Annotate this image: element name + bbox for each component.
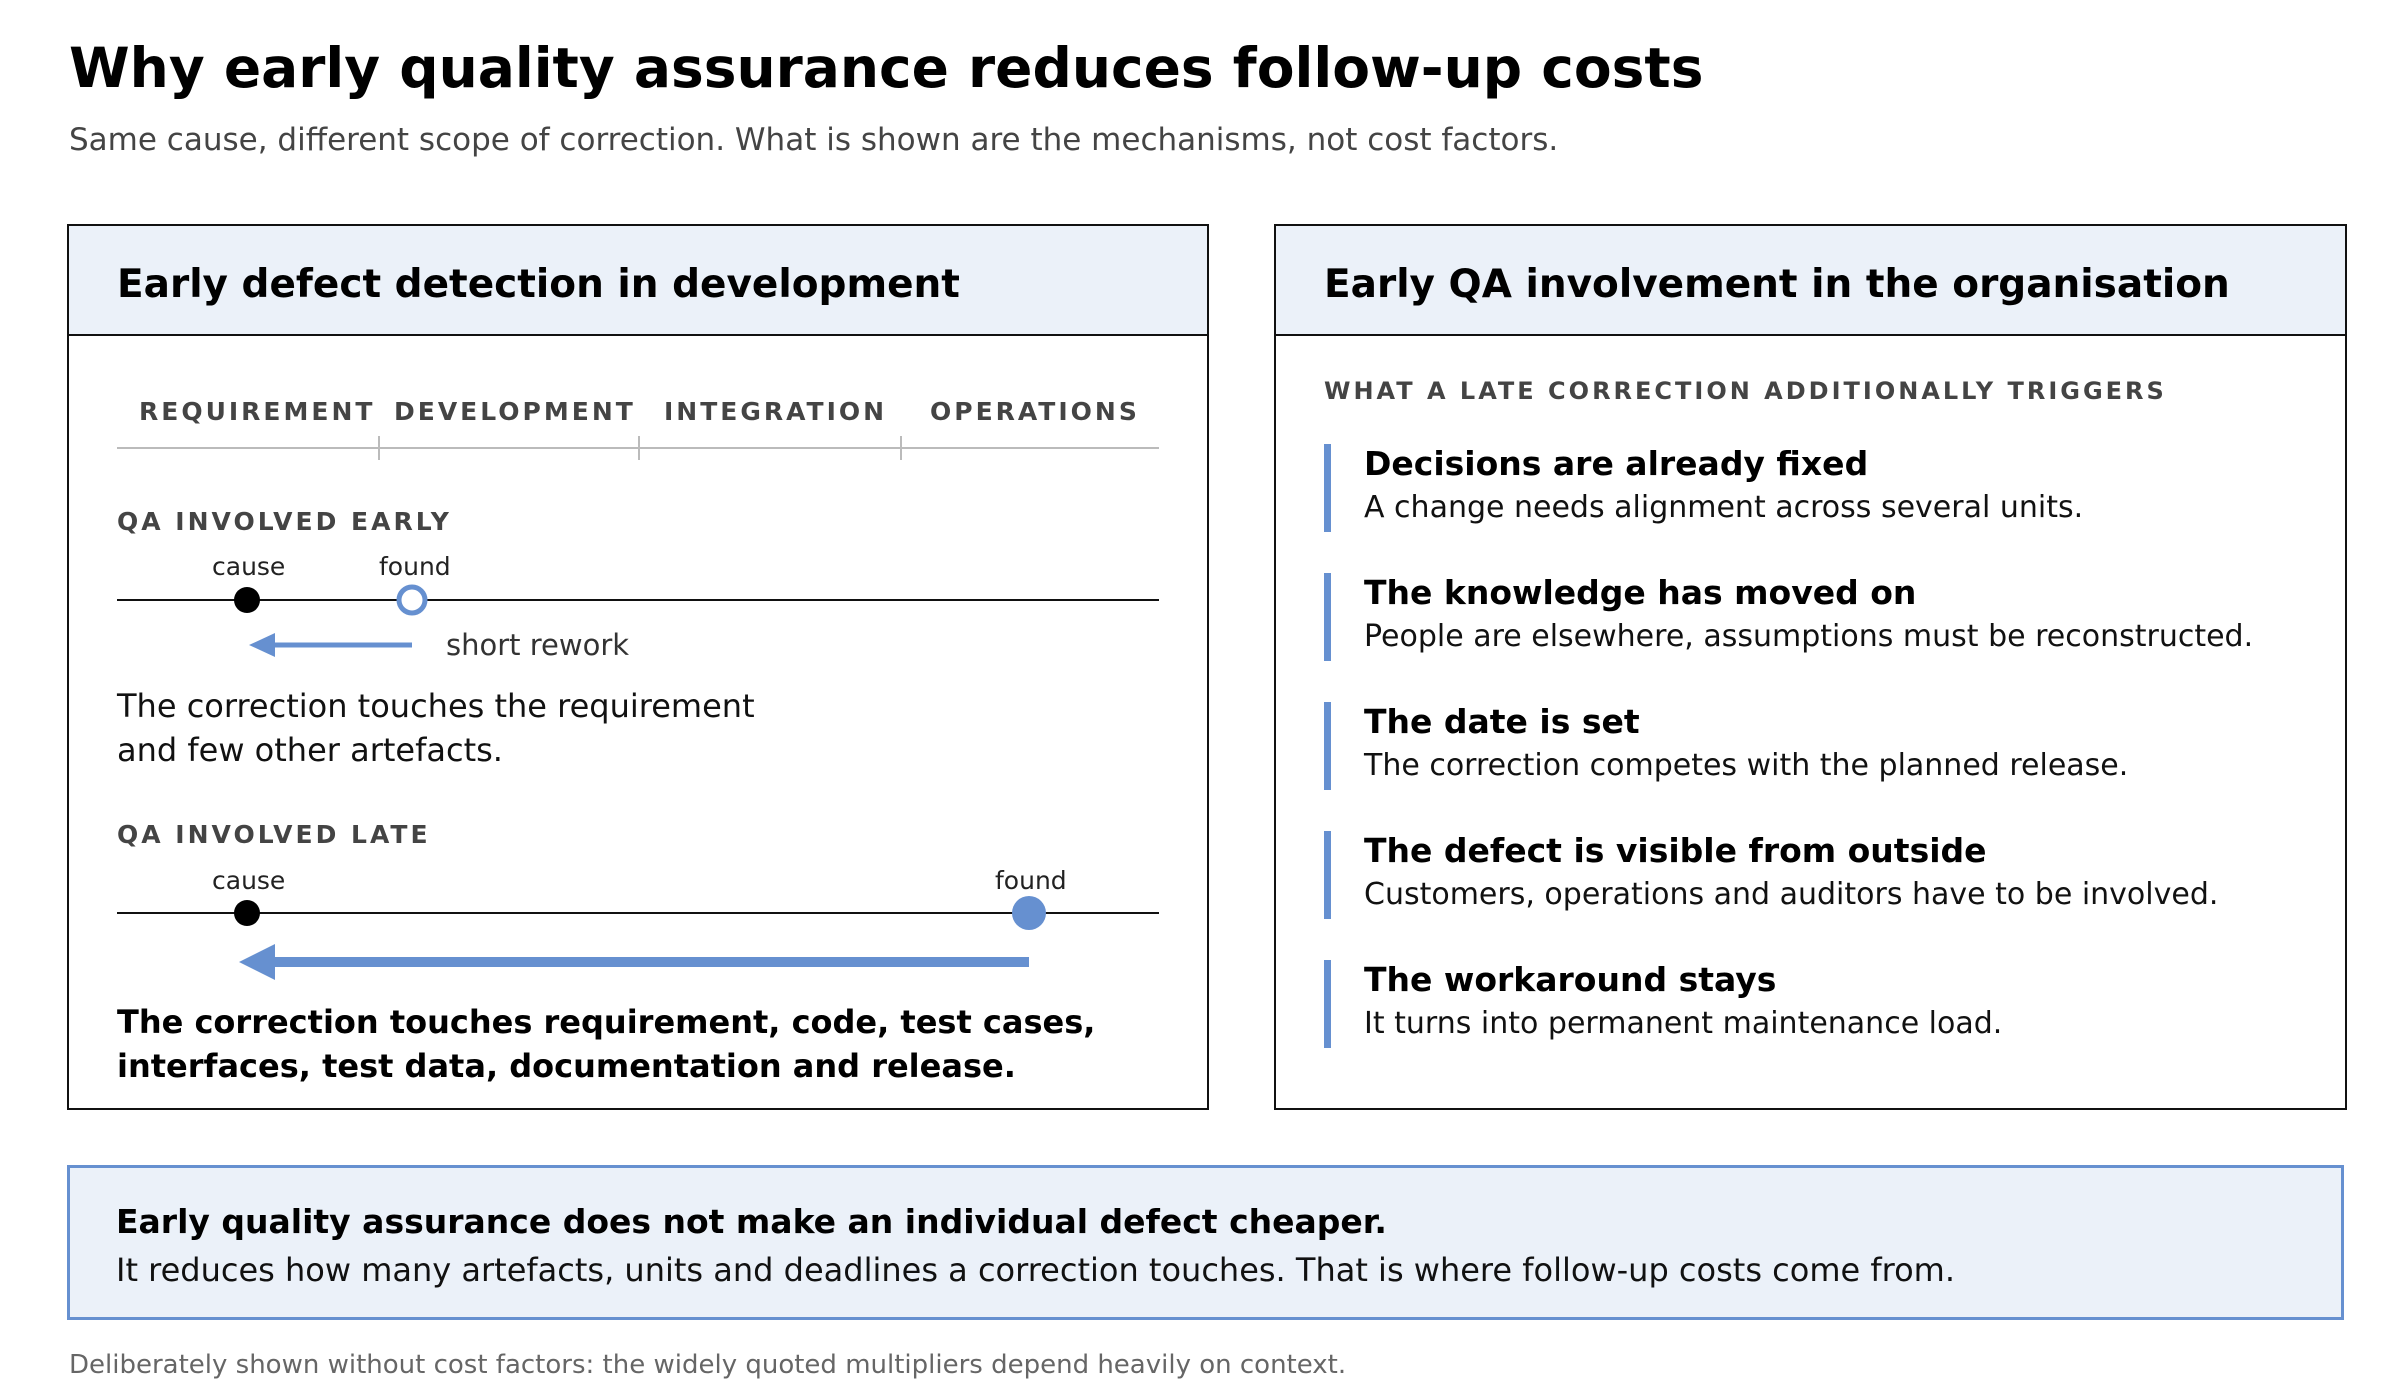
trigger-item-title: The defect is visible from outside [1364, 831, 1987, 870]
summary-box: Early quality assurance does not make an… [67, 1165, 2344, 1320]
trigger-item-text: A change needs alignment across several … [1364, 490, 2084, 525]
trigger-item-text: It turns into permanent maintenance load… [1364, 1006, 2003, 1041]
early-cause-marker [234, 587, 260, 613]
late-cause-marker [234, 900, 260, 926]
early-section-label: QA INVOLVED EARLY [117, 507, 452, 536]
left-panel-title: Early defect detection in development [117, 262, 960, 307]
late-description: The correction touches requirement, code… [117, 1000, 1197, 1088]
early-description: The correction touches the requirement a… [117, 684, 877, 772]
trigger-item-title: The workaround stays [1364, 960, 1777, 999]
right-panel-header: Early QA involvement in the organisation [1276, 226, 2345, 336]
early-description-line2: and few other artefacts. [117, 731, 503, 769]
early-found-marker [396, 584, 428, 616]
late-cause-label: cause [212, 866, 286, 895]
early-rework-arrow [249, 633, 412, 657]
phase-label-requirement: REQUIREMENT [139, 397, 376, 426]
trigger-item: The knowledge has moved on People are el… [1324, 573, 2284, 661]
left-panel-header: Early defect detection in development [69, 226, 1207, 336]
late-found-label: found [995, 866, 1067, 895]
trigger-item-text: Customers, operations and auditors have … [1364, 877, 2219, 912]
right-panel-title: Early QA involvement in the organisation [1324, 262, 2230, 307]
footnote: Deliberately shown without cost factors:… [69, 1350, 1347, 1380]
trigger-item: The date is set The correction competes … [1324, 702, 2284, 790]
trigger-accent-bar [1324, 831, 1331, 919]
late-description-line2: interfaces, test data, documentation and… [117, 1047, 1016, 1085]
triggers-section-label: WHAT A LATE CORRECTION ADDITIONALLY TRIG… [1324, 377, 2167, 405]
trigger-item: The defect is visible from outside Custo… [1324, 831, 2284, 919]
summary-text: It reduces how many artefacts, units and… [116, 1251, 1955, 1289]
left-panel: Early defect detection in development RE… [67, 224, 1209, 1110]
trigger-accent-bar [1324, 702, 1331, 790]
trigger-accent-bar [1324, 444, 1331, 532]
early-description-line1: The correction touches the requirement [117, 687, 755, 725]
trigger-item-text: The correction competes with the planned… [1364, 748, 2129, 783]
trigger-item-title: The date is set [1364, 702, 1640, 741]
trigger-item: The workaround stays It turns into perma… [1324, 960, 2284, 1048]
summary-headline: Early quality assurance does not make an… [116, 1202, 1387, 1241]
late-rework-arrow [239, 944, 1029, 980]
trigger-accent-bar [1324, 573, 1331, 661]
phase-axis [117, 436, 1159, 980]
late-found-marker [1012, 896, 1046, 930]
phase-label-development: DEVELOPMENT [394, 397, 636, 426]
right-panel: Early QA involvement in the organisation… [1274, 224, 2347, 1110]
early-arrow-label: short rework [446, 628, 630, 662]
phase-label-operations: OPERATIONS [930, 397, 1140, 426]
page-subtitle: Same cause, different scope of correctio… [69, 122, 1559, 158]
trigger-accent-bar [1324, 960, 1331, 1048]
late-section-label: QA INVOLVED LATE [117, 820, 431, 849]
late-description-line1: The correction touches requirement, code… [117, 1003, 1096, 1041]
trigger-item-title: The knowledge has moved on [1364, 573, 1917, 612]
phase-label-integration: INTEGRATION [664, 397, 888, 426]
early-found-label: found [379, 552, 451, 581]
page-title: Why early quality assurance reduces foll… [69, 36, 1704, 100]
early-cause-label: cause [212, 552, 286, 581]
trigger-item: Decisions are already fixed A change nee… [1324, 444, 2284, 532]
trigger-item-text: People are elsewhere, assumptions must b… [1364, 619, 2254, 654]
trigger-item-title: Decisions are already fixed [1364, 444, 1869, 483]
